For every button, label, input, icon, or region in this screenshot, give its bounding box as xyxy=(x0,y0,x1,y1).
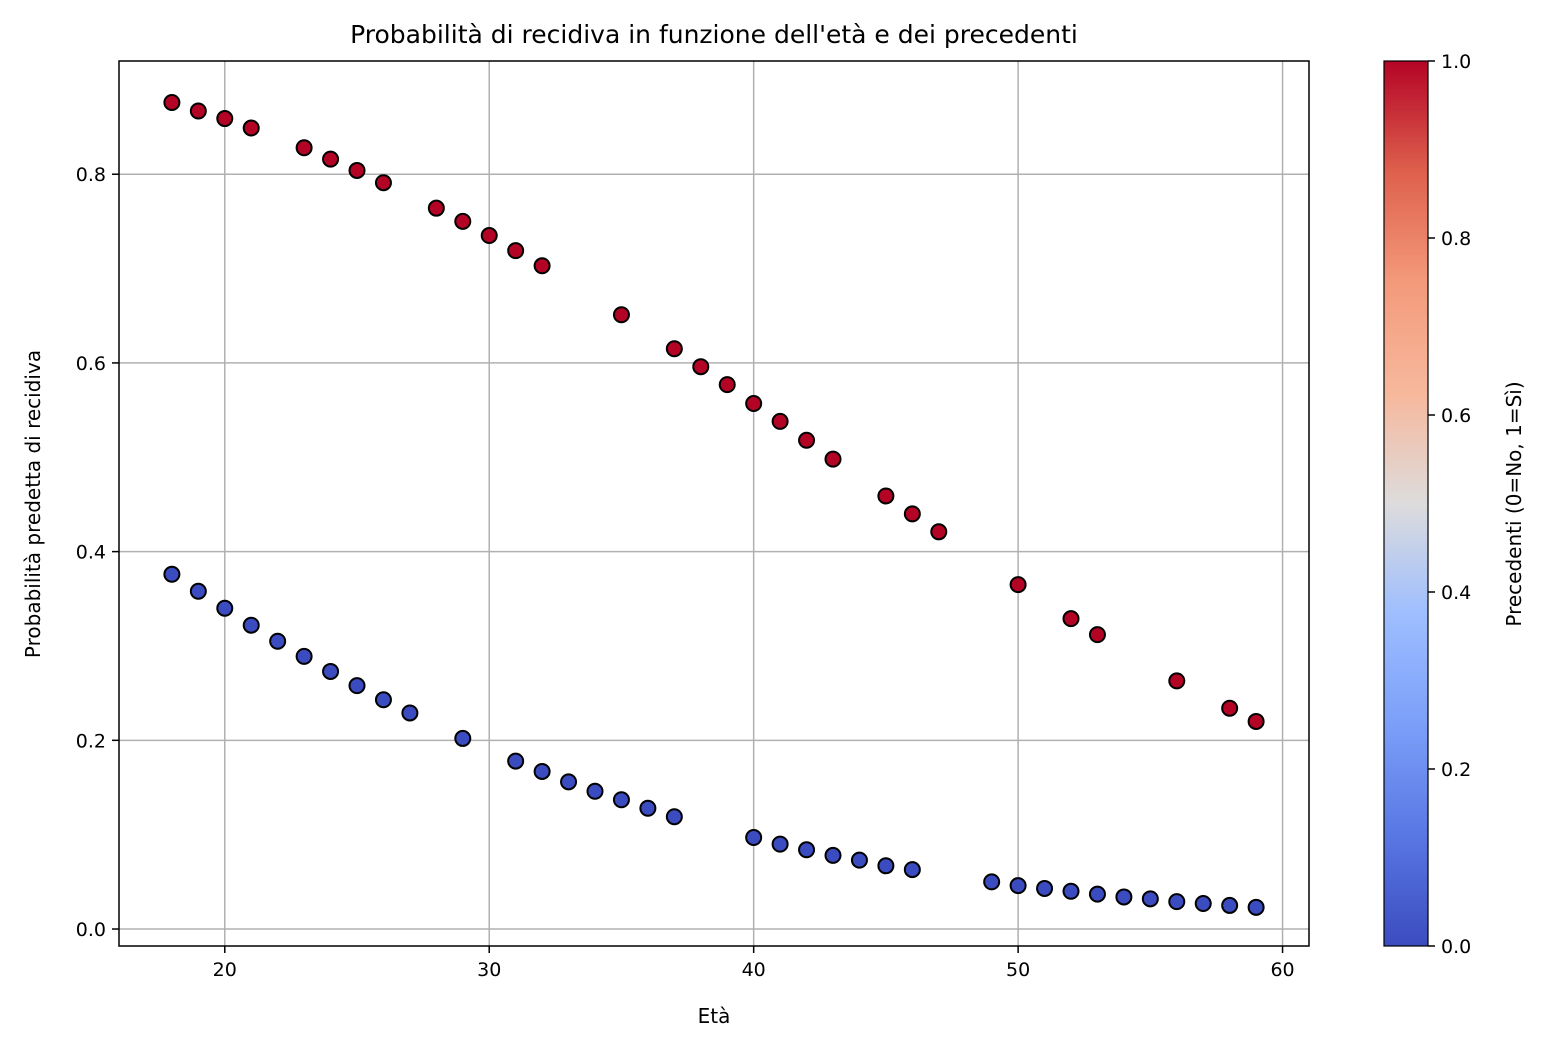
data-point xyxy=(824,846,842,864)
data-point xyxy=(507,242,525,260)
data-point xyxy=(1168,893,1186,911)
colorbar-tick-label: 0.4 xyxy=(1441,582,1471,604)
data-point xyxy=(1036,879,1054,897)
data-point xyxy=(639,799,657,817)
chart-title: Probabilità di recidiva in funzione dell… xyxy=(350,20,1078,49)
data-point xyxy=(374,174,392,192)
data-point xyxy=(612,791,630,809)
data-point xyxy=(242,119,260,137)
data-point xyxy=(798,841,816,859)
x-axis-label: Età xyxy=(698,1004,731,1028)
data-point xyxy=(771,835,789,853)
data-point xyxy=(586,782,604,800)
data-point xyxy=(1088,885,1106,903)
colorbar-tick-label: 0.0 xyxy=(1441,936,1471,958)
data-points xyxy=(163,94,1265,916)
data-point xyxy=(163,565,181,583)
y-axis-ticks: 0.0 0.2 0.4 0.6 0.8 xyxy=(76,164,119,941)
data-point xyxy=(665,808,683,826)
data-point xyxy=(1247,712,1265,730)
data-point xyxy=(189,582,207,600)
data-point xyxy=(295,139,313,157)
data-point xyxy=(1088,626,1106,644)
colorbar xyxy=(1383,60,1429,947)
data-point xyxy=(533,257,551,275)
data-point xyxy=(295,647,313,665)
data-point xyxy=(745,394,763,412)
data-point xyxy=(798,431,816,449)
data-point xyxy=(1009,576,1027,594)
y-tick-label: 0.6 xyxy=(76,353,106,375)
data-point xyxy=(322,662,340,680)
data-point xyxy=(348,161,366,179)
data-point xyxy=(692,358,710,376)
data-point xyxy=(1141,890,1159,908)
plot-frame xyxy=(118,60,1310,947)
data-point xyxy=(189,102,207,120)
data-point xyxy=(612,306,630,324)
y-tick-label: 0.4 xyxy=(76,542,106,564)
y-tick-label: 0.8 xyxy=(76,164,106,186)
y-tick-label: 0.2 xyxy=(76,730,106,752)
colorbar-tick-label: 0.6 xyxy=(1441,405,1471,427)
data-point xyxy=(983,873,1001,891)
data-point xyxy=(1247,898,1265,916)
data-point xyxy=(560,773,578,791)
data-point xyxy=(930,523,948,541)
x-tick-label: 20 xyxy=(213,959,237,981)
data-point xyxy=(242,616,260,634)
colorbar-ticks: 0.0 0.2 0.4 0.6 0.8 1.0 xyxy=(1428,51,1471,958)
data-point xyxy=(1115,888,1133,906)
data-point xyxy=(1009,877,1027,895)
data-point xyxy=(163,94,181,112)
data-point xyxy=(216,599,234,617)
y-tick-label: 0.0 xyxy=(76,919,106,941)
data-point xyxy=(374,691,392,709)
data-point xyxy=(454,212,472,230)
data-point xyxy=(824,450,842,468)
grid-lines xyxy=(119,61,1309,946)
colorbar-tick-label: 1.0 xyxy=(1441,51,1471,73)
data-point xyxy=(322,150,340,168)
colorbar-label: Precedenti (0=No, 1=Sì) xyxy=(1502,381,1526,626)
data-point xyxy=(877,487,895,505)
data-point xyxy=(216,110,234,128)
data-point xyxy=(1194,895,1212,913)
data-point xyxy=(1221,699,1239,717)
y-axis-label: Probabilità predetta di recidiva xyxy=(21,350,45,658)
data-point xyxy=(1221,896,1239,914)
data-point xyxy=(877,857,895,875)
data-point xyxy=(665,340,683,358)
data-point xyxy=(1062,610,1080,628)
data-point xyxy=(771,412,789,430)
x-tick-label: 30 xyxy=(477,959,501,981)
data-point xyxy=(533,762,551,780)
data-point xyxy=(1062,882,1080,900)
data-point xyxy=(401,704,419,722)
x-axis-ticks: 20 30 40 50 60 xyxy=(213,946,1295,981)
data-point xyxy=(718,376,736,394)
data-point xyxy=(1168,672,1186,690)
data-point xyxy=(480,227,498,245)
x-tick-label: 60 xyxy=(1270,959,1294,981)
data-point xyxy=(454,729,472,747)
x-tick-label: 40 xyxy=(742,959,766,981)
x-tick-label: 50 xyxy=(1006,959,1030,981)
data-point xyxy=(903,861,921,879)
data-point xyxy=(269,632,287,650)
data-point xyxy=(507,752,525,770)
data-point xyxy=(903,505,921,523)
data-point xyxy=(850,851,868,869)
colorbar-tick-label: 0.8 xyxy=(1441,228,1471,250)
colorbar-tick-label: 0.2 xyxy=(1441,759,1471,781)
data-point xyxy=(745,828,763,846)
data-point xyxy=(348,677,366,695)
data-point xyxy=(427,199,445,217)
